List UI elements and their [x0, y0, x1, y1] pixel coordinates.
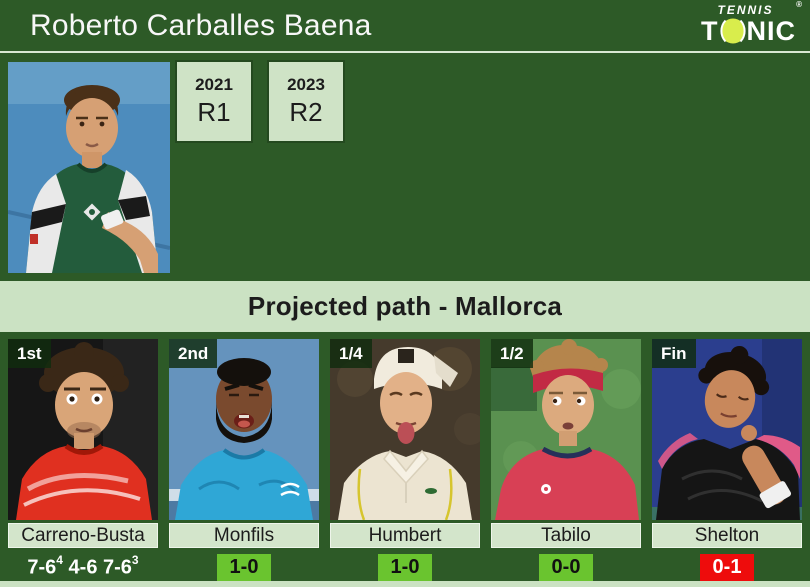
projected-path-row: 1st Carreno-Busta 7-64 4-6 7-63: [0, 332, 810, 581]
opponent-photo[interactable]: 1/2: [491, 339, 641, 520]
carballes-baena-illustration: [8, 62, 170, 273]
past-result-2021: 2021 R1: [175, 60, 253, 143]
tennis-ball-icon: [719, 18, 746, 44]
opponent-card-carreno-busta: 1st Carreno-Busta 7-64 4-6 7-63: [8, 339, 158, 581]
tabilo-illustration: [491, 339, 641, 520]
opponent-name[interactable]: Tabilo: [491, 523, 641, 548]
round-badge: 2nd: [169, 339, 218, 368]
opponent-name[interactable]: Shelton: [652, 523, 802, 548]
opponent-name[interactable]: Humbert: [330, 523, 480, 548]
round-badge: 1/2: [491, 339, 533, 368]
h2h-score: 1-0: [377, 553, 433, 581]
round-badge: 1st: [8, 339, 51, 368]
bottom-strip: [0, 581, 810, 587]
h2h-score-badge[interactable]: 1-0: [377, 553, 433, 581]
opponent-photo[interactable]: 1st: [8, 339, 158, 520]
past-result-year: 2023: [287, 75, 325, 94]
past-result-year: 2021: [195, 75, 233, 94]
opponent-photo[interactable]: 1/4: [330, 339, 480, 520]
opponent-name[interactable]: Carreno-Busta: [8, 523, 158, 548]
registered-mark: ®: [796, 0, 802, 9]
opponent-photo[interactable]: Fin: [652, 339, 802, 520]
h2h-score: 0-0: [538, 553, 594, 581]
h2h-score-badge[interactable]: 0-0: [538, 553, 594, 581]
humbert-illustration: [330, 339, 480, 520]
past-result-2023: 2023 R2: [267, 60, 345, 143]
past-result-round: R1: [197, 97, 231, 127]
monfils-illustration: [169, 339, 319, 520]
h2h-score: 1-0: [216, 553, 272, 581]
logo-word-tennis: TENNIS ®: [717, 0, 802, 17]
section-band: Projected path - Mallorca: [0, 281, 810, 332]
carreno-busta-illustration: [8, 339, 158, 520]
past-result-round: R2: [289, 97, 323, 127]
round-badge: Fin: [652, 339, 696, 368]
opponent-card-shelton: Fin Shelton 0-1: [652, 339, 802, 581]
opponent-photo[interactable]: 2nd: [169, 339, 319, 520]
logo-word-tonic: T NIC: [701, 16, 796, 46]
opponent-card-humbert: 1/4 Humbert 1-0: [330, 339, 480, 581]
round-badge: 1/4: [330, 339, 372, 368]
h2h-score-badge[interactable]: 1-0: [216, 553, 272, 581]
main-player-photo[interactable]: [8, 62, 170, 273]
previous-match-score: 7-64 4-6 7-63: [27, 552, 139, 579]
h2h-score: 0-1: [699, 553, 755, 581]
h2h-score-badge[interactable]: 0-1: [699, 553, 755, 581]
opponent-name[interactable]: Monfils: [169, 523, 319, 548]
page-title: Roberto Carballes Baena: [30, 8, 372, 42]
opponent-card-monfils: 2nd Monfils 1-0: [169, 339, 319, 581]
player-summary-section: 2021 R1 2023 R2: [0, 53, 810, 281]
opponent-card-tabilo: 1/2 Tabilo 0-0: [491, 339, 641, 581]
section-title: Projected path - Mallorca: [247, 291, 563, 321]
header-divider: [0, 51, 810, 53]
tennis-tonic-logo[interactable]: TENNIS ® T NIC: [701, 0, 802, 46]
header: Roberto Carballes Baena TENNIS ® T NIC: [0, 0, 810, 51]
shelton-illustration: [652, 339, 802, 520]
